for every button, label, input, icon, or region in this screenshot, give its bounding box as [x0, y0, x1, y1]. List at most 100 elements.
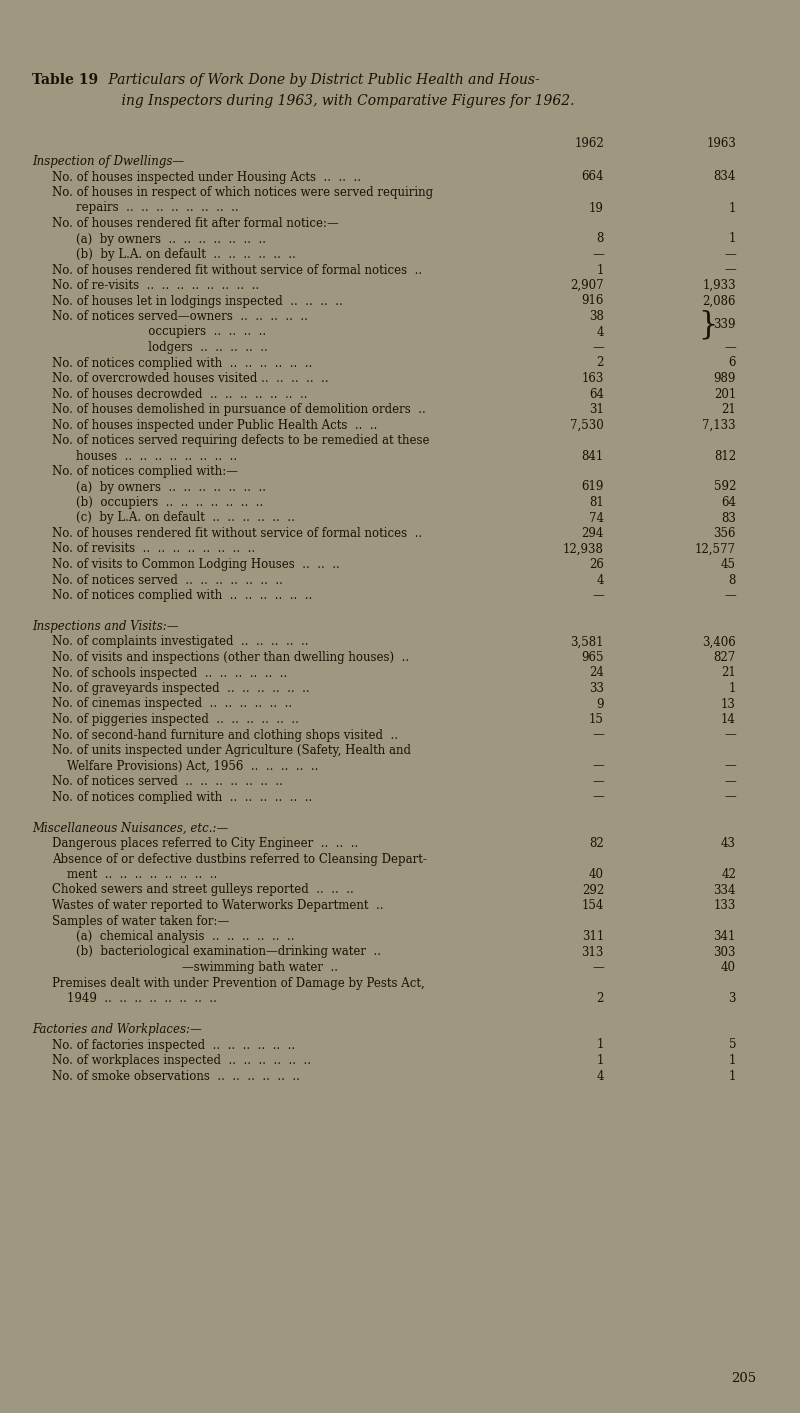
Text: 205: 205: [731, 1372, 756, 1385]
Text: —swimming bath water  ..: —swimming bath water ..: [32, 961, 338, 974]
Text: 82: 82: [590, 836, 604, 851]
Text: 15: 15: [589, 714, 604, 726]
Text: 841: 841: [582, 449, 604, 462]
Text: 81: 81: [590, 496, 604, 509]
Text: 26: 26: [589, 558, 604, 571]
Text: 1: 1: [729, 202, 736, 215]
Text: 43: 43: [721, 836, 736, 851]
Text: 13: 13: [721, 698, 736, 711]
Text: —: —: [724, 263, 736, 277]
Text: No. of houses let in lodgings inspected  ..  ..  ..  ..: No. of houses let in lodgings inspected …: [52, 294, 342, 308]
Text: 8: 8: [729, 574, 736, 586]
Text: (b)  by L.A. on default  ..  ..  ..  ..  ..  ..: (b) by L.A. on default .. .. .. .. .. ..: [76, 249, 296, 261]
Text: lodgers  ..  ..  ..  ..  ..: lodgers .. .. .. .. ..: [32, 341, 268, 355]
Text: (c)  by L.A. on default  ..  ..  ..  ..  ..  ..: (c) by L.A. on default .. .. .. .. .. ..: [76, 512, 295, 524]
Text: 1: 1: [729, 1070, 736, 1082]
Text: 294: 294: [582, 527, 604, 540]
Text: —: —: [592, 961, 604, 974]
Text: 154: 154: [582, 899, 604, 911]
Text: 40: 40: [721, 961, 736, 974]
Text: Welfare Provisions) Act, 1956  ..  ..  ..  ..  ..: Welfare Provisions) Act, 1956 .. .. .. .…: [52, 760, 318, 773]
Text: No. of notices complied with  ..  ..  ..  ..  ..  ..: No. of notices complied with .. .. .. ..…: [52, 589, 312, 602]
Text: 64: 64: [589, 387, 604, 400]
Text: No. of workplaces inspected  ..  ..  ..  ..  ..  ..: No. of workplaces inspected .. .. .. .. …: [52, 1054, 311, 1067]
Text: 356: 356: [714, 527, 736, 540]
Text: 1: 1: [729, 1054, 736, 1067]
Text: 163: 163: [582, 372, 604, 384]
Text: —: —: [592, 729, 604, 742]
Text: No. of houses in respect of which notices were served requiring: No. of houses in respect of which notice…: [52, 187, 433, 199]
Text: 21: 21: [722, 667, 736, 680]
Text: —: —: [724, 589, 736, 602]
Text: 24: 24: [589, 667, 604, 680]
Text: 83: 83: [721, 512, 736, 524]
Text: 3: 3: [729, 992, 736, 1005]
Text: 8: 8: [597, 233, 604, 246]
Text: No. of houses inspected under Housing Acts  ..  ..  ..: No. of houses inspected under Housing Ac…: [52, 171, 361, 184]
Text: No. of units inspected under Agriculture (Safety, Health and: No. of units inspected under Agriculture…: [52, 745, 411, 757]
Text: 14: 14: [721, 714, 736, 726]
Text: 1963: 1963: [706, 137, 736, 150]
Text: 4: 4: [597, 1070, 604, 1082]
Text: 1,933: 1,933: [702, 278, 736, 292]
Text: 1962: 1962: [574, 137, 604, 150]
Text: 3,406: 3,406: [702, 636, 736, 649]
Text: No. of visits to Common Lodging Houses  ..  ..  ..: No. of visits to Common Lodging Houses .…: [52, 558, 340, 571]
Text: No. of notices served  ..  ..  ..  ..  ..  ..  ..: No. of notices served .. .. .. .. .. .. …: [52, 774, 283, 788]
Text: No. of visits and inspections (other than dwelling houses)  ..: No. of visits and inspections (other tha…: [52, 651, 409, 664]
Text: Factories and Workplaces:—: Factories and Workplaces:—: [32, 1023, 202, 1036]
Text: 313: 313: [582, 945, 604, 958]
Text: 619: 619: [582, 480, 604, 493]
Text: Inspection of Dwellings—: Inspection of Dwellings—: [32, 155, 184, 168]
Text: Wastes of water reported to Waterworks Department  ..: Wastes of water reported to Waterworks D…: [52, 899, 383, 911]
Text: Particulars of Work Done by District Public Health and Hous-: Particulars of Work Done by District Pub…: [104, 73, 540, 88]
Text: No. of houses demolished in pursuance of demolition orders  ..: No. of houses demolished in pursuance of…: [52, 403, 426, 415]
Text: 7,133: 7,133: [702, 418, 736, 431]
Text: 12,577: 12,577: [695, 543, 736, 555]
Text: No. of houses rendered fit without service of formal notices  ..: No. of houses rendered fit without servi…: [52, 527, 422, 540]
Text: —: —: [724, 774, 736, 788]
Text: No. of revisits  ..  ..  ..  ..  ..  ..  ..  ..: No. of revisits .. .. .. .. .. .. .. ..: [52, 543, 255, 555]
Text: Choked sewers and street gulleys reported  ..  ..  ..: Choked sewers and street gulleys reporte…: [52, 883, 354, 896]
Text: No. of schools inspected  ..  ..  ..  ..  ..  ..: No. of schools inspected .. .. .. .. .. …: [52, 667, 287, 680]
Text: 1: 1: [729, 233, 736, 246]
Text: No. of complaints investigated  ..  ..  ..  ..  ..: No. of complaints investigated .. .. .. …: [52, 636, 309, 649]
Text: 834: 834: [714, 171, 736, 184]
Text: 812: 812: [714, 449, 736, 462]
Text: Dangerous places referred to City Engineer  ..  ..  ..: Dangerous places referred to City Engine…: [52, 836, 358, 851]
Text: No. of notices complied with  ..  ..  ..  ..  ..  ..: No. of notices complied with .. .. .. ..…: [52, 790, 312, 804]
Text: No. of factories inspected  ..  ..  ..  ..  ..  ..: No. of factories inspected .. .. .. .. .…: [52, 1039, 295, 1051]
Text: 334: 334: [714, 883, 736, 896]
Text: 592: 592: [714, 480, 736, 493]
Text: houses  ..  ..  ..  ..  ..  ..  ..  ..: houses .. .. .. .. .. .. .. ..: [76, 449, 237, 462]
Text: No. of cinemas inspected  ..  ..  ..  ..  ..  ..: No. of cinemas inspected .. .. .. .. .. …: [52, 698, 292, 711]
Text: 1: 1: [597, 263, 604, 277]
Text: (a)  by owners  ..  ..  ..  ..  ..  ..  ..: (a) by owners .. .. .. .. .. .. ..: [76, 233, 266, 246]
Text: 1: 1: [597, 1054, 604, 1067]
Text: No. of piggeries inspected  ..  ..  ..  ..  ..  ..: No. of piggeries inspected .. .. .. .. .…: [52, 714, 299, 726]
Text: 21: 21: [722, 403, 736, 415]
Text: 341: 341: [714, 930, 736, 942]
Text: 45: 45: [721, 558, 736, 571]
Text: No. of houses decrowded  ..  ..  ..  ..  ..  ..  ..: No. of houses decrowded .. .. .. .. .. .…: [52, 387, 307, 400]
Text: 4: 4: [597, 325, 604, 339]
Text: 12,938: 12,938: [563, 543, 604, 555]
Text: 965: 965: [582, 651, 604, 664]
Text: ment  ..  ..  ..  ..  ..  ..  ..  ..: ment .. .. .. .. .. .. .. ..: [52, 868, 218, 880]
Text: occupiers  ..  ..  ..  ..: occupiers .. .. .. ..: [32, 325, 266, 339]
Text: No. of notices served  ..  ..  ..  ..  ..  ..  ..: No. of notices served .. .. .. .. .. .. …: [52, 574, 283, 586]
Text: Miscellaneous Nuisances, etc.:—: Miscellaneous Nuisances, etc.:—: [32, 821, 228, 835]
Text: No. of notices served requiring defects to be remedied at these: No. of notices served requiring defects …: [52, 434, 430, 447]
Text: 33: 33: [589, 682, 604, 695]
Text: 19: 19: [589, 202, 604, 215]
Text: —: —: [724, 341, 736, 355]
Text: 1: 1: [597, 1039, 604, 1051]
Text: 31: 31: [589, 403, 604, 415]
Text: —: —: [592, 790, 604, 804]
Text: No. of re-visits  ..  ..  ..  ..  ..  ..  ..  ..: No. of re-visits .. .. .. .. .. .. .. ..: [52, 278, 259, 292]
Text: Samples of water taken for:—: Samples of water taken for:—: [52, 914, 230, 927]
Text: 42: 42: [721, 868, 736, 880]
Text: No. of notices served—owners  ..  ..  ..  ..  ..: No. of notices served—owners .. .. .. ..…: [52, 309, 308, 324]
Text: 7,530: 7,530: [570, 418, 604, 431]
Text: —: —: [724, 790, 736, 804]
